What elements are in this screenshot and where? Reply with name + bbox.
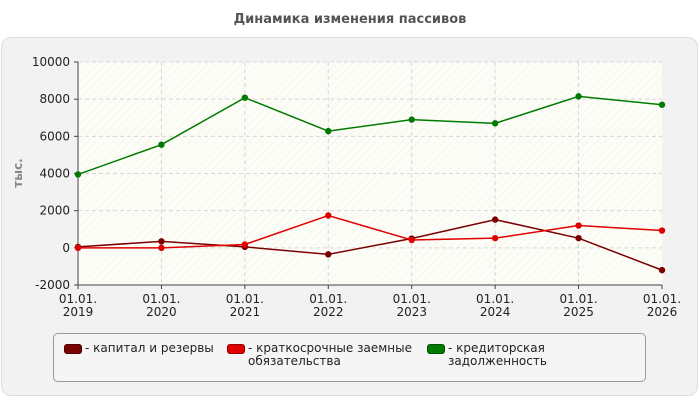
legend-item-short-term-loans: - краткосрочные заемные обязательства xyxy=(227,342,412,368)
legend-item-capital: - капитал и резервы xyxy=(64,342,214,355)
series-2-point xyxy=(658,101,666,108)
y-tick-label: 4000 xyxy=(39,167,70,181)
y-tick-label: 10000 xyxy=(32,55,70,69)
series-1-point xyxy=(658,227,666,234)
y-tick-label: 8000 xyxy=(39,92,70,106)
legend-swatch-capital xyxy=(64,344,82,354)
series-0-point xyxy=(325,251,332,258)
series-2-point xyxy=(241,94,249,101)
series-1-point xyxy=(74,244,82,252)
legend-swatch-accounts-payable xyxy=(427,344,445,354)
series-2-point xyxy=(158,141,165,148)
legend-item-accounts-payable: - кредиторская задолженность xyxy=(427,342,645,368)
series-2-point xyxy=(74,171,82,178)
legend-label-short-term-loans: - краткосрочные заемные обязательства xyxy=(248,341,412,368)
series-0-point xyxy=(658,266,666,274)
series-1-point xyxy=(575,222,582,229)
series-line-2 xyxy=(77,95,663,176)
chart-title: Динамика изменения пассивов xyxy=(233,12,467,27)
series-0-point xyxy=(491,216,499,223)
series-group xyxy=(74,93,666,274)
x-tick-label: 01.01. 2019 xyxy=(59,292,97,319)
legend: - капитал и резервы - краткосрочные заем… xyxy=(53,333,646,382)
series-2-point xyxy=(491,120,499,127)
series-2-point xyxy=(325,127,332,135)
series-1-point xyxy=(408,236,415,244)
y-tick-label: 0 xyxy=(62,241,70,255)
y-tick-label: 6000 xyxy=(39,129,70,143)
series-1-point xyxy=(325,212,332,219)
x-tick-label: 01.01. 2020 xyxy=(142,292,180,319)
x-tick-labels: 01.01. 2019 01.01. 2020 01.01. 2021 01.01. 2022… xyxy=(59,292,681,319)
x-tick-label: 01.01. 2025 xyxy=(559,292,597,319)
y-axis-label: тыс. xyxy=(11,158,25,187)
x-tick-label: 01.01. 2026 xyxy=(643,292,681,319)
y-tick-label: 2000 xyxy=(39,204,70,218)
series-1-point xyxy=(158,244,165,252)
x-tick-label: 01.01. 2022 xyxy=(309,292,347,319)
series-1-point xyxy=(491,234,499,242)
legend-label-accounts-payable: - кредиторская задолженность xyxy=(448,341,547,368)
series-2-point xyxy=(408,116,415,123)
y-tick-labels: -2000 0 2000 4000 6000 8000 10000 xyxy=(32,55,70,292)
series-line-1 xyxy=(78,214,663,249)
series-0-point xyxy=(158,238,165,245)
x-tick-label: 01.01. 2023 xyxy=(393,292,431,319)
legend-label-capital: - капитал и резервы xyxy=(85,341,214,355)
y-tick-label: -2000 xyxy=(35,278,70,292)
x-tick-label: 01.01. 2024 xyxy=(476,292,514,319)
legend-swatch-short-term-loans xyxy=(227,344,245,354)
series-2-point xyxy=(575,93,582,100)
series-0-point xyxy=(575,234,582,242)
series-1-point xyxy=(241,241,249,248)
x-tick-label: 01.01. 2021 xyxy=(226,292,264,319)
series-line-0 xyxy=(77,218,663,271)
